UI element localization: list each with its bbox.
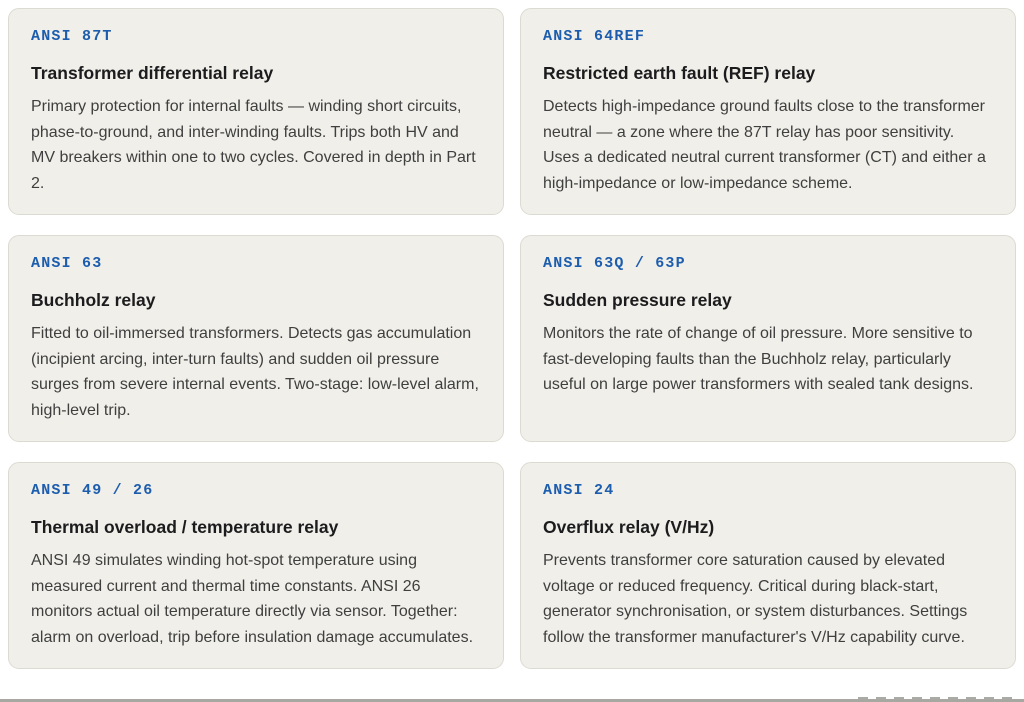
relay-title: Restricted earth fault (REF) relay [543, 63, 816, 83]
relay-title: Buchholz relay [31, 290, 156, 310]
ansi-code-label: ANSI 24 [543, 482, 615, 499]
card-ansi-63: ANSI 63 Buchholz relay Fitted to oil-imm… [8, 235, 504, 442]
relay-description: Fitted to oil-immersed transformers. Det… [31, 325, 479, 419]
relay-cards-grid: ANSI 87T Transformer differential relay … [8, 8, 1016, 669]
ansi-code-label: ANSI 87T [31, 28, 113, 45]
relay-title: Transformer differential relay [31, 63, 274, 83]
relay-description: ANSI 49 simulates winding hot-spot tempe… [31, 552, 474, 646]
card-ansi-64ref: ANSI 64REF Restricted earth fault (REF) … [520, 8, 1016, 215]
card-ansi-24: ANSI 24 Overflux relay (V/Hz) Prevents t… [520, 462, 1016, 669]
relay-description: Primary protection for internal faults —… [31, 98, 476, 192]
bottom-clip-strip [0, 699, 1024, 702]
card-ansi-49-26: ANSI 49 / 26 Thermal overload / temperat… [8, 462, 504, 669]
relay-description: Monitors the rate of change of oil press… [543, 325, 974, 393]
card-ansi-63q-63p: ANSI 63Q / 63P Sudden pressure relay Mon… [520, 235, 1016, 442]
relay-title: Thermal overload / temperature relay [31, 517, 339, 537]
relay-title: Overflux relay (V/Hz) [543, 517, 715, 537]
ansi-code-label: ANSI 64REF [543, 28, 646, 45]
card-ansi-87t: ANSI 87T Transformer differential relay … [8, 8, 504, 215]
ansi-code-label: ANSI 63Q / 63P [543, 255, 686, 272]
relay-description: Detects high-impedance ground faults clo… [543, 98, 986, 192]
relay-title: Sudden pressure relay [543, 290, 732, 310]
relay-description: Prevents transformer core saturation cau… [543, 552, 968, 646]
ansi-code-label: ANSI 63 [31, 255, 103, 272]
ansi-code-label: ANSI 49 / 26 [31, 482, 154, 499]
clipped-text-fragment [858, 697, 1014, 699]
